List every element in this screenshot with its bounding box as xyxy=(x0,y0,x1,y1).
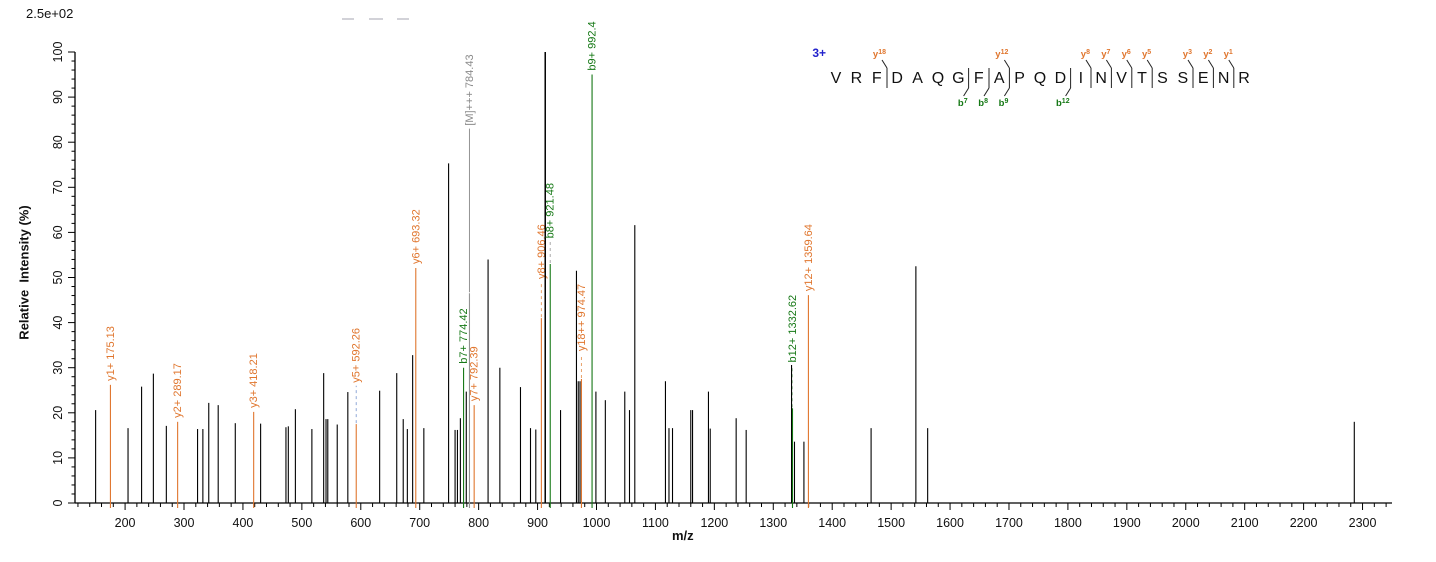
x-tick-label: 1800 xyxy=(1054,516,1082,530)
residue: S xyxy=(1177,70,1188,87)
b-ion-tick xyxy=(983,87,990,97)
residue: G xyxy=(952,70,964,87)
residue: R xyxy=(851,70,863,87)
x-tick-label: 200 xyxy=(115,516,136,530)
y-ion-marker: y12 xyxy=(995,49,1008,60)
x-tick-label: 2200 xyxy=(1290,516,1318,530)
residue: A xyxy=(994,70,1005,87)
y-tick-label: 10 xyxy=(51,451,65,465)
y-ion-tick xyxy=(1126,59,1133,69)
residue: F xyxy=(872,70,882,87)
b-ion-marker: b12 xyxy=(1056,98,1070,109)
peak-label: y6+ 693.32 xyxy=(410,209,422,264)
residue: N xyxy=(1218,70,1230,87)
x-tick-label: 1000 xyxy=(583,516,611,530)
x-tick-label: 2000 xyxy=(1172,516,1200,530)
y-ion-tick xyxy=(1187,59,1194,69)
peak-label: y12+ 1359.64 xyxy=(803,224,815,291)
y-ion-marker: y3 xyxy=(1183,49,1192,60)
x-tick-label: 900 xyxy=(527,516,548,530)
x-tick-label: 600 xyxy=(350,516,371,530)
residue: P xyxy=(1014,70,1025,87)
b-ion-marker: b7 xyxy=(958,98,968,109)
residue: D xyxy=(1055,70,1067,87)
peak-label: y3+ 418.21 xyxy=(248,353,260,408)
x-tick-label: 1700 xyxy=(995,516,1023,530)
peak-label: [M]+++ 784.43 xyxy=(464,54,476,125)
x-tick-label: 1200 xyxy=(700,516,728,530)
peak-label: b8+ 921.48 xyxy=(545,183,557,238)
residue: I xyxy=(1079,70,1083,87)
y-tick-label: 70 xyxy=(51,180,65,194)
y-ion-tick xyxy=(1207,59,1214,69)
y-tick-label: 50 xyxy=(51,271,65,285)
intensity-axis-title: Relative Intensity (%) xyxy=(16,205,32,340)
x-tick-label: 700 xyxy=(409,516,430,530)
b-ion-marker: b9 xyxy=(999,98,1009,109)
x-tick-label: 1400 xyxy=(818,516,846,530)
peak-label: y1+ 175.13 xyxy=(105,326,117,381)
y-tick-label: 30 xyxy=(51,361,65,375)
residue: E xyxy=(1198,70,1209,87)
y-ion-marker: y6 xyxy=(1122,49,1131,60)
b-ion-tick xyxy=(1065,87,1072,97)
peak-label: b12+ 1332.62 xyxy=(787,295,799,363)
y-ion-marker: y1 xyxy=(1224,49,1233,60)
y-ion-tick xyxy=(1228,59,1235,69)
x-tick-label: 1300 xyxy=(759,516,787,530)
x-tick-label: 1100 xyxy=(642,516,669,530)
y-tick-label: 60 xyxy=(51,225,65,239)
y-ion-tick xyxy=(1105,59,1112,69)
peak-label: y7+ 792.39 xyxy=(469,346,481,401)
y-tick-label: 90 xyxy=(51,90,65,104)
y-ion-tick xyxy=(1146,59,1153,69)
residue: N xyxy=(1095,70,1107,87)
y-ion-marker: y5 xyxy=(1142,49,1151,60)
x-tick-label: 1900 xyxy=(1113,516,1141,530)
x-tick-label: 300 xyxy=(174,516,195,530)
residue: V xyxy=(1116,70,1127,87)
y-tick-label: 20 xyxy=(51,406,65,420)
y-tick-label: 100 xyxy=(51,42,65,63)
b-ion-marker: b8 xyxy=(978,98,988,109)
residue: Q xyxy=(1034,70,1046,87)
x-tick-label: 1500 xyxy=(877,516,905,530)
peak-label: y5+ 592.26 xyxy=(351,328,363,383)
y-ion-marker: y2 xyxy=(1203,49,1212,60)
peak-label: y18++ 974.47 xyxy=(576,284,588,351)
x-tick-label: 1600 xyxy=(936,516,964,530)
residue: V xyxy=(831,70,842,87)
base-peak-intensity-label: 2.5e+02 xyxy=(26,6,74,21)
y-tick-label: 80 xyxy=(51,135,65,149)
peak-label: y2+ 289.17 xyxy=(172,363,184,418)
peak-label: b7+ 774.42 xyxy=(458,308,470,363)
b-ion-tick xyxy=(963,87,970,97)
residue: S xyxy=(1157,70,1168,87)
y-tick-label: 0 xyxy=(51,499,65,506)
x-tick-label: 2300 xyxy=(1349,516,1377,530)
residue: A xyxy=(912,70,923,87)
charge-state: 3+ xyxy=(812,46,826,60)
x-tick-label: 800 xyxy=(468,516,489,530)
residue: T xyxy=(1137,70,1147,87)
b-ion-tick xyxy=(1003,87,1010,97)
residue: D xyxy=(891,70,903,87)
residue: R xyxy=(1238,70,1250,87)
x-tick-label: 2100 xyxy=(1231,516,1259,530)
x-tick-label: 500 xyxy=(291,516,312,530)
y-tick-label: 40 xyxy=(51,316,65,330)
y-ion-marker: y7 xyxy=(1101,49,1110,60)
x-tick-label: 400 xyxy=(233,516,254,530)
mz-axis-title: m/z xyxy=(672,528,694,543)
y-ion-tick xyxy=(1003,59,1010,69)
y-ion-tick xyxy=(1085,59,1092,69)
residue: F xyxy=(974,70,984,87)
y-ion-tick xyxy=(881,59,888,69)
y-ion-marker: y8 xyxy=(1081,49,1090,60)
peak-label: b9+ 992.4 xyxy=(587,21,599,70)
y-ion-marker: y18 xyxy=(873,49,886,60)
residue: Q xyxy=(932,70,944,87)
